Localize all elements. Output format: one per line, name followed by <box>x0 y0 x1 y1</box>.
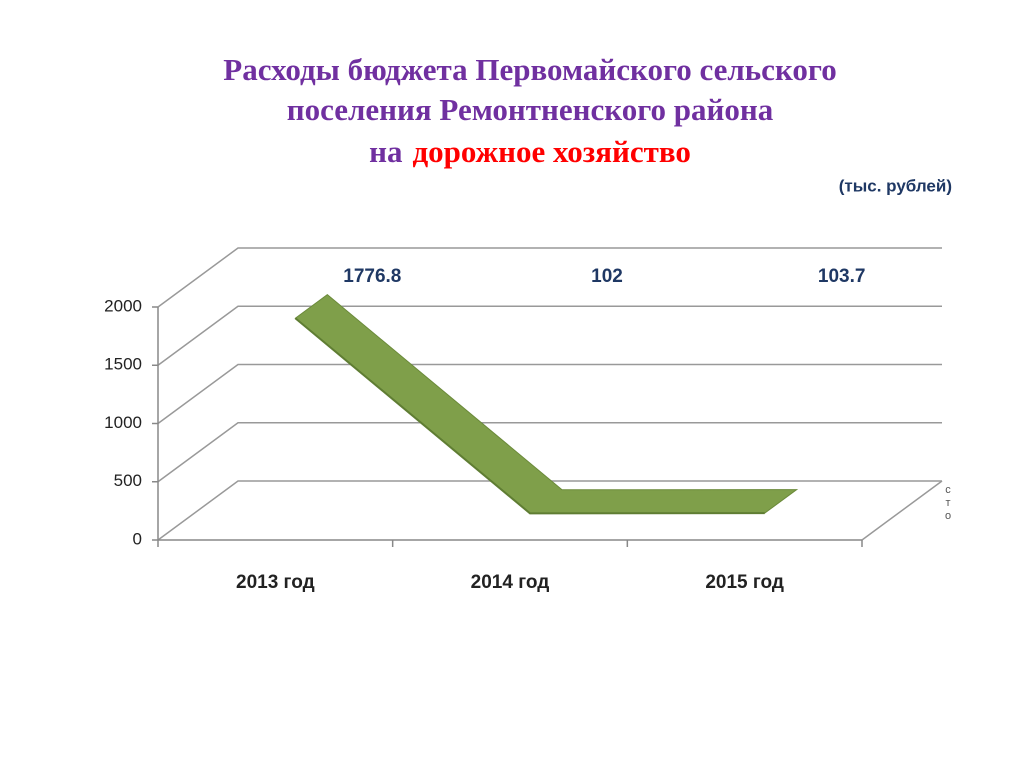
grid-line <box>157 480 942 541</box>
subtitle: (тыс. рублей) <box>839 176 952 195</box>
x-tick-label: 2015 год <box>705 572 784 593</box>
grid-line <box>157 247 942 308</box>
data-label: 102 <box>591 266 623 287</box>
title-line: на <box>369 134 403 169</box>
x-tick-label: 2014 год <box>471 572 550 593</box>
x-tick-label: 2013 год <box>236 572 315 593</box>
y-tick-label: 2000 <box>104 296 142 315</box>
title-line: Расходы бюджета Первомайского сельского <box>223 52 836 87</box>
data-label: 103.7 <box>818 266 866 287</box>
floor-edge <box>861 480 943 541</box>
y-tick-label: 500 <box>114 471 142 490</box>
title-highlight: дорожное хозяйство <box>412 134 690 169</box>
series-name: сто <box>942 484 954 523</box>
grid-line <box>157 363 942 425</box>
y-tick-label: 1500 <box>104 355 142 374</box>
title-line: на дорожное хозяйство <box>369 134 691 169</box>
series-line <box>294 317 765 515</box>
title-line: поселения Ремонтненского района <box>287 92 774 127</box>
data-label: 1776.8 <box>343 266 401 287</box>
grid-line <box>157 422 942 483</box>
grid-line <box>157 305 942 366</box>
y-tick-label: 0 <box>133 529 142 548</box>
y-tick-label: 1000 <box>104 413 142 432</box>
